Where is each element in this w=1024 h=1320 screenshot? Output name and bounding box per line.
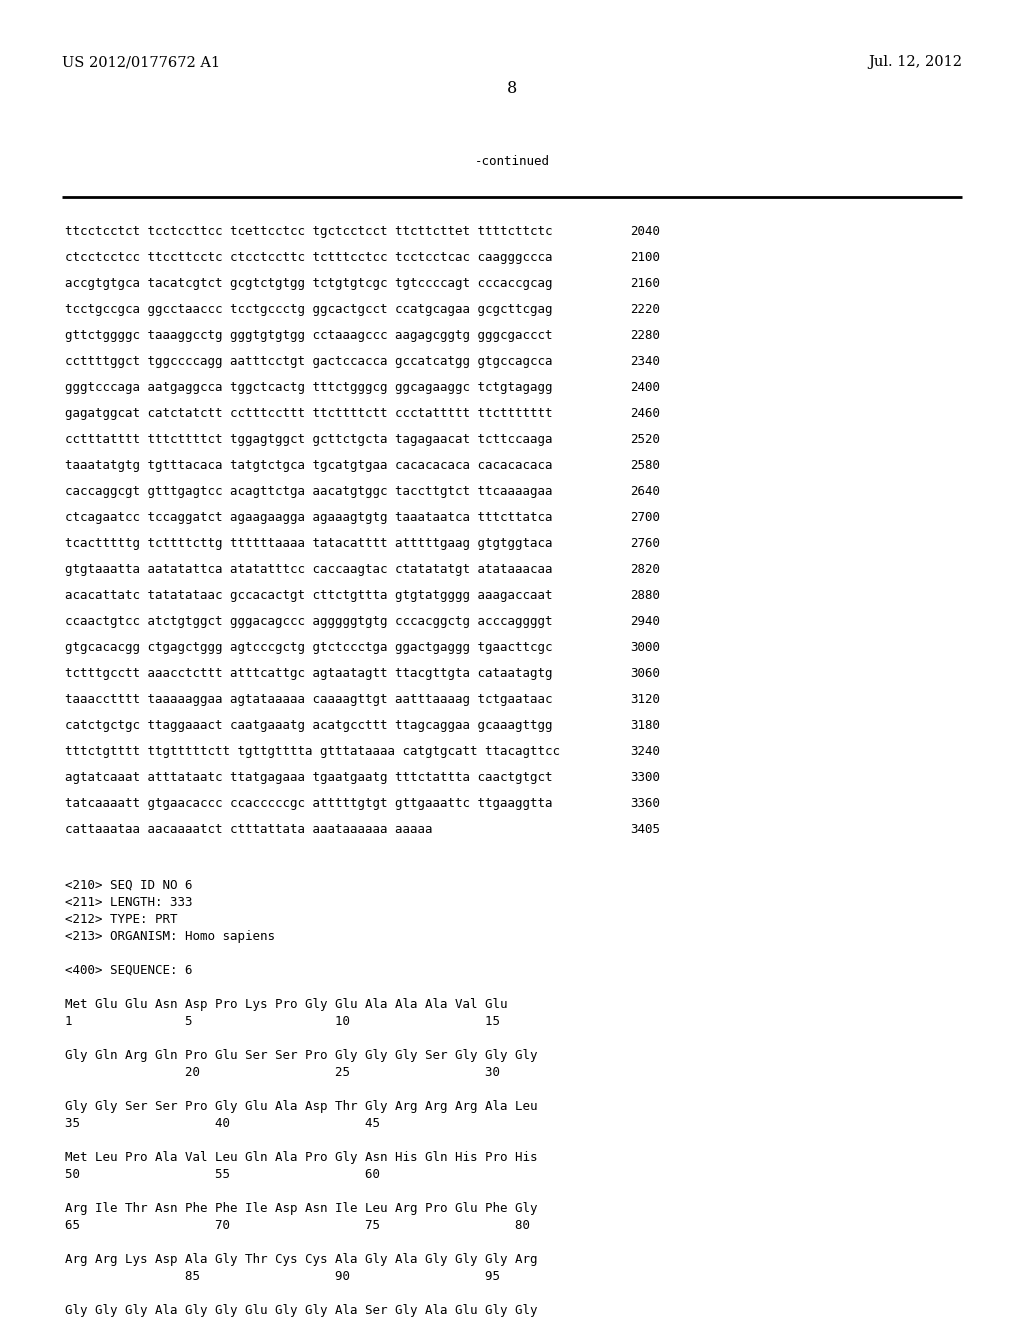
- Text: Gly Gly Ser Ser Pro Gly Glu Ala Asp Thr Gly Arg Arg Arg Ala Leu: Gly Gly Ser Ser Pro Gly Glu Ala Asp Thr …: [65, 1100, 538, 1113]
- Text: 3360: 3360: [630, 797, 660, 810]
- Text: 2760: 2760: [630, 537, 660, 550]
- Text: 3000: 3000: [630, 642, 660, 653]
- Text: 2040: 2040: [630, 224, 660, 238]
- Text: Arg Ile Thr Asn Phe Phe Ile Asp Asn Ile Leu Arg Pro Glu Phe Gly: Arg Ile Thr Asn Phe Phe Ile Asp Asn Ile …: [65, 1203, 538, 1214]
- Text: 2100: 2100: [630, 251, 660, 264]
- Text: accgtgtgca tacatcgtct gcgtctgtgg tctgtgtcgc tgtccccagt cccaccgcag: accgtgtgca tacatcgtct gcgtctgtgg tctgtgt…: [65, 277, 553, 290]
- Text: 2280: 2280: [630, 329, 660, 342]
- Text: tcctgccgca ggcctaaccc tcctgccctg ggcactgcct ccatgcagaa gcgcttcgag: tcctgccgca ggcctaaccc tcctgccctg ggcactg…: [65, 304, 553, 315]
- Text: catctgctgc ttaggaaact caatgaaatg acatgccttt ttagcaggaa gcaaagttgg: catctgctgc ttaggaaact caatgaaatg acatgcc…: [65, 719, 553, 733]
- Text: Jul. 12, 2012: Jul. 12, 2012: [868, 55, 962, 69]
- Text: ccttttggct tggccccagg aatttcctgt gactccacca gccatcatgg gtgccagcca: ccttttggct tggccccagg aatttcctgt gactcca…: [65, 355, 553, 368]
- Text: US 2012/0177672 A1: US 2012/0177672 A1: [62, 55, 220, 69]
- Text: caccaggcgt gtttgagtcc acagttctga aacatgtggc taccttgtct ttcaaaagaa: caccaggcgt gtttgagtcc acagttctga aacatgt…: [65, 484, 553, 498]
- Text: Gly Gln Arg Gln Pro Glu Ser Ser Pro Gly Gly Gly Ser Gly Gly Gly: Gly Gln Arg Gln Pro Glu Ser Ser Pro Gly …: [65, 1049, 538, 1063]
- Text: 2460: 2460: [630, 407, 660, 420]
- Text: ccaactgtcc atctgtggct gggacagccc agggggtgtg cccacggctg acccaggggt: ccaactgtcc atctgtggct gggacagccc agggggt…: [65, 615, 553, 628]
- Text: gtgcacacgg ctgagctggg agtcccgctg gtctccctga ggactgaggg tgaacttcgc: gtgcacacgg ctgagctggg agtcccgctg gtctccc…: [65, 642, 553, 653]
- Text: agtatcaaat atttataatc ttatgagaaa tgaatgaatg tttctattta caactgtgct: agtatcaaat atttataatc ttatgagaaa tgaatga…: [65, 771, 553, 784]
- Text: ttcctcctct tcctccttcc tcettcctcc tgctcctcct ttcttcttet ttttcttctc: ttcctcctct tcctccttcc tcettcctcc tgctcct…: [65, 224, 553, 238]
- Text: 1               5                   10                  15: 1 5 10 15: [65, 1015, 500, 1028]
- Text: tatcaaaatt gtgaacaccc ccacccccgc atttttgtgt gttgaaattc ttgaaggtta: tatcaaaatt gtgaacaccc ccacccccgc atttttg…: [65, 797, 553, 810]
- Text: tctttgcctt aaacctcttt atttcattgc agtaatagtt ttacgttgta cataatagtg: tctttgcctt aaacctcttt atttcattgc agtaata…: [65, 667, 553, 680]
- Text: <213> ORGANISM: Homo sapiens: <213> ORGANISM: Homo sapiens: [65, 931, 275, 942]
- Text: 65                  70                  75                  80: 65 70 75 80: [65, 1218, 530, 1232]
- Text: Arg Arg Lys Asp Ala Gly Thr Cys Cys Ala Gly Ala Gly Gly Gly Arg: Arg Arg Lys Asp Ala Gly Thr Cys Cys Ala …: [65, 1253, 538, 1266]
- Text: 20                  25                  30: 20 25 30: [65, 1067, 500, 1078]
- Text: 2340: 2340: [630, 355, 660, 368]
- Text: 2580: 2580: [630, 459, 660, 473]
- Text: 3300: 3300: [630, 771, 660, 784]
- Text: 3240: 3240: [630, 744, 660, 758]
- Text: gttctggggc taaaggcctg gggtgtgtgg cctaaagccc aagagcggtg gggcgaccct: gttctggggc taaaggcctg gggtgtgtgg cctaaag…: [65, 329, 553, 342]
- Text: gtgtaaatta aatatattca atatatttcc caccaagtac ctatatatgt atataaacaa: gtgtaaatta aatatattca atatatttcc caccaag…: [65, 564, 553, 576]
- Text: 8: 8: [507, 81, 517, 96]
- Text: tttctgtttt ttgtttttctt tgttgtttta gtttataaaa catgtgcatt ttacagttcc: tttctgtttt ttgtttttctt tgttgtttta gtttat…: [65, 744, 560, 758]
- Text: 2520: 2520: [630, 433, 660, 446]
- Text: taaacctttt taaaaaggaa agtataaaaa caaaagttgt aatttaaaag tctgaataac: taaacctttt taaaaaggaa agtataaaaa caaaagt…: [65, 693, 553, 706]
- Text: 35                  40                  45: 35 40 45: [65, 1117, 380, 1130]
- Text: 2940: 2940: [630, 615, 660, 628]
- Text: 2400: 2400: [630, 381, 660, 393]
- Text: <211> LENGTH: 333: <211> LENGTH: 333: [65, 896, 193, 909]
- Text: ctcagaatcc tccaggatct agaagaagga agaaagtgtg taaataatca tttcttatca: ctcagaatcc tccaggatct agaagaagga agaaagt…: [65, 511, 553, 524]
- Text: 2820: 2820: [630, 564, 660, 576]
- Text: ctcctcctcc ttccttcctc ctcctccttc tctttcctcc tcctcctcac caagggccca: ctcctcctcc ttccttcctc ctcctccttc tctttcc…: [65, 251, 553, 264]
- Text: 3060: 3060: [630, 667, 660, 680]
- Text: 2880: 2880: [630, 589, 660, 602]
- Text: acacattatc tatatataac gccacactgt cttctgttta gtgtatgggg aaagaccaat: acacattatc tatatataac gccacactgt cttctgt…: [65, 589, 553, 602]
- Text: Met Leu Pro Ala Val Leu Gln Ala Pro Gly Asn His Gln His Pro His: Met Leu Pro Ala Val Leu Gln Ala Pro Gly …: [65, 1151, 538, 1164]
- Text: gagatggcat catctatctt cctttccttt ttcttttctt ccctattttt ttcttttttt: gagatggcat catctatctt cctttccttt ttctttt…: [65, 407, 553, 420]
- Text: -continued: -continued: [474, 154, 550, 168]
- Text: 2700: 2700: [630, 511, 660, 524]
- Text: cattaaataa aacaaaatct ctttattata aaataaaaaa aaaaa: cattaaataa aacaaaatct ctttattata aaataaa…: [65, 822, 432, 836]
- Text: <212> TYPE: PRT: <212> TYPE: PRT: [65, 913, 177, 927]
- Text: 50                  55                  60: 50 55 60: [65, 1168, 380, 1181]
- Text: 2220: 2220: [630, 304, 660, 315]
- Text: 3405: 3405: [630, 822, 660, 836]
- Text: 2160: 2160: [630, 277, 660, 290]
- Text: 3120: 3120: [630, 693, 660, 706]
- Text: Met Glu Glu Asn Asp Pro Lys Pro Gly Glu Ala Ala Ala Val Glu: Met Glu Glu Asn Asp Pro Lys Pro Gly Glu …: [65, 998, 508, 1011]
- Text: 3180: 3180: [630, 719, 660, 733]
- Text: Gly Gly Gly Ala Gly Gly Glu Gly Gly Ala Ser Gly Ala Glu Gly Gly: Gly Gly Gly Ala Gly Gly Glu Gly Gly Ala …: [65, 1304, 538, 1317]
- Text: <210> SEQ ID NO 6: <210> SEQ ID NO 6: [65, 879, 193, 892]
- Text: cctttatttt tttcttttct tggagtggct gcttctgcta tagagaacat tcttccaaga: cctttatttt tttcttttct tggagtggct gcttctg…: [65, 433, 553, 446]
- Text: gggtcccaga aatgaggcca tggctcactg tttctgggcg ggcagaaggc tctgtagagg: gggtcccaga aatgaggcca tggctcactg tttctgg…: [65, 381, 553, 393]
- Text: 85                  90                  95: 85 90 95: [65, 1270, 500, 1283]
- Text: tcactttttg tcttttcttg ttttttaaaa tatacatttt atttttgaag gtgtggtaca: tcactttttg tcttttcttg ttttttaaaa tatacat…: [65, 537, 553, 550]
- Text: 2640: 2640: [630, 484, 660, 498]
- Text: taaatatgtg tgtttacaca tatgtctgca tgcatgtgaa cacacacaca cacacacaca: taaatatgtg tgtttacaca tatgtctgca tgcatgt…: [65, 459, 553, 473]
- Text: <400> SEQUENCE: 6: <400> SEQUENCE: 6: [65, 964, 193, 977]
